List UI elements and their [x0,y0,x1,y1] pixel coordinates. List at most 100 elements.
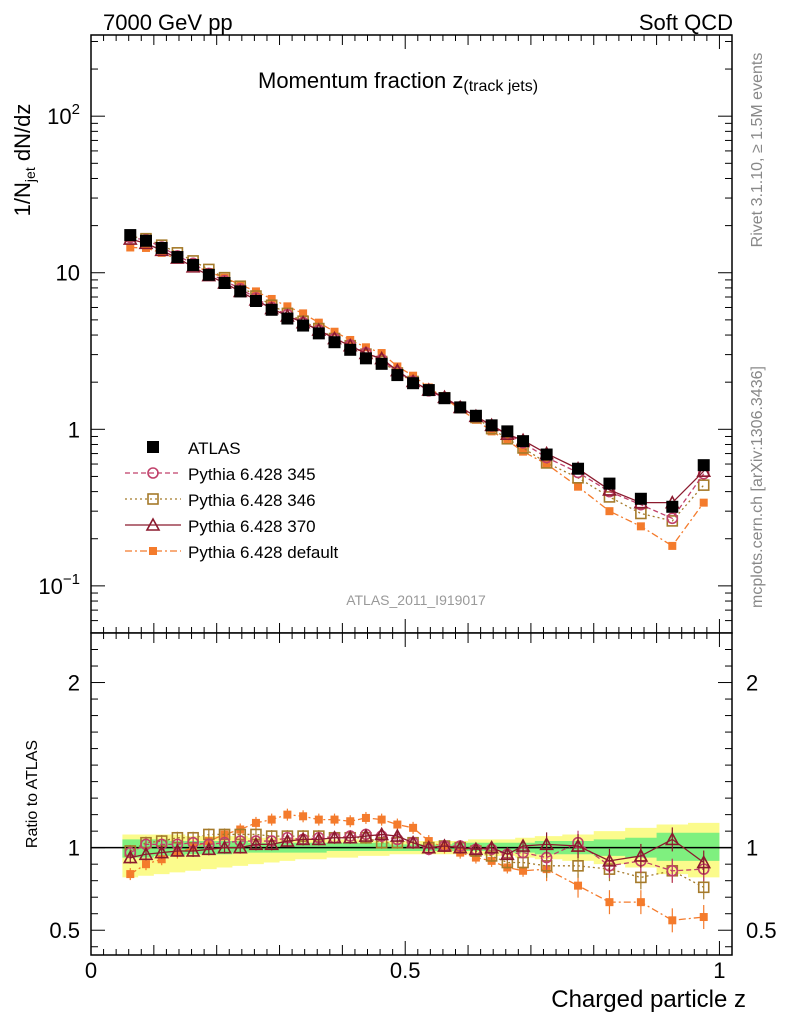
main-point-data [139,234,152,247]
ratio-point-pdef [141,860,150,869]
ratio-point-p370 [468,841,484,856]
ratio-axis-ticks: 0.5 0.51 12 20 0.5 1 [49,633,777,983]
main-point-pdef [299,309,308,318]
ratio-ytick-label-right: 2 [746,671,758,696]
ratio-point-p345 [666,864,679,877]
ratio-point-p370 [295,831,311,846]
ratio-ytick-label-right: 0.5 [746,918,777,943]
ratio-point-pdef [636,898,645,907]
header-right: Soft QCD [639,10,733,35]
main-point-data [422,384,435,397]
main-point-data [344,343,357,356]
main-point-data [407,377,420,390]
legend-marker [147,467,159,479]
main-point-data [485,419,498,432]
ratio-point-p370 [327,830,342,844]
legend-item-pdef: Pythia 6.428 default [125,543,339,562]
ratio-point-pdef [267,815,276,824]
ratio-point-p370 [696,854,712,869]
main-ylabel: 1/Njet dN/dz [10,104,38,217]
ratio-point-p370 [664,831,680,846]
main-point-data [375,357,388,370]
ratio-point-p370 [170,843,185,857]
main-panel: 10−1 1 10 102 Momentum fraction z(track jet… [10,34,733,634]
main-series-data [124,229,710,513]
ratio-point-p370 [232,839,248,854]
main-point-data [438,392,451,405]
legend-label: Pythia 6.428 345 [188,465,316,484]
main-point-data [155,241,168,254]
ratio-point-pdef [471,853,480,862]
ratio-point-pdef [314,815,323,824]
legend-item-p346: Pythia 6.428 346 [125,491,316,510]
main-ytick-label: 10 [56,261,80,286]
main-point-data [312,327,325,340]
ratio-ytick-label-left: 0.5 [49,918,80,943]
ratio-point-p370 [405,835,421,849]
main-point-pdef [542,460,551,469]
main-point-p346 [635,507,647,520]
ratio-point-pdef [409,823,418,832]
rivet-label: Rivet 3.1.10, ≥ 1.5M events [749,53,766,248]
main-point-data [666,500,679,513]
ratio-point-pdef [330,815,339,824]
ratio-line-p346 [129,833,705,888]
main-point-data [697,459,710,472]
ratio-line-p345 [129,833,704,872]
ratio-point-p370 [421,839,437,854]
main-point-data [124,229,137,242]
main-point-data [202,268,215,281]
legend: ATLAS Pythia 6.428 345 Pythia 6.428 346 Pyt… [125,439,339,562]
main-point-pdef [668,541,677,550]
ratio-point-p370 [374,826,389,841]
legend-label: Pythia 6.428 346 [188,491,316,510]
ratio-point-pdef [393,820,402,829]
main-point-data [469,409,482,422]
ratio-point-p370 [452,839,468,854]
main-point-data [171,251,184,264]
ratio-point-p370 [185,843,201,857]
main-series-group [122,229,712,550]
main-point-data [540,448,553,461]
header-left: 7000 GeV pp [103,10,233,35]
main-point-data [328,336,341,349]
ratio-point-p346 [697,881,710,894]
main-point-pdef [636,522,645,531]
ratio-point-p370 [570,838,586,852]
main-point-p345 [666,512,679,525]
main-point-data [297,319,310,332]
ratio-point-p370 [138,846,154,861]
ratio-point-pdef [361,813,370,822]
ratio-point-p370 [515,838,531,852]
main-point-data [218,276,231,289]
analysis-id: ATLAS_2011_I919017 [346,592,486,608]
main-point-p346 [697,479,710,491]
ratio-point-pdef [668,916,677,925]
ratio-panel-background [91,633,732,955]
main-point-pdef [519,447,528,456]
main-point-data [249,294,262,307]
ratio-point-p370 [602,853,617,867]
ratio-ytick-label-left: 2 [68,671,80,696]
ratio-panel-frame [90,632,733,956]
ratio-ytick-label-left: 1 [68,836,80,861]
main-point-pdef [574,482,583,491]
main-point-pdef [503,436,512,445]
main-point-data [603,477,616,490]
ratio-point-p370 [633,848,649,862]
ratio-series-group [122,808,712,933]
main-point-data [265,303,278,316]
main-point-pdef [283,302,292,311]
x-tick-label: 1 [713,958,725,983]
x-tick-label: 0 [85,958,97,983]
ratio-point-p370 [390,828,405,842]
main-point-pdef [605,507,614,516]
ratio-point-p370 [201,841,217,856]
ratio-point-pdef [299,812,308,821]
ratio-point-pdef [283,810,292,819]
main-axis-ticks: 10−1 1 10 102 [38,35,732,634]
main-point-data [572,462,585,475]
legend-item-p370: Pythia 6.428 370 [125,517,316,536]
legend-label: ATLAS [188,439,241,458]
